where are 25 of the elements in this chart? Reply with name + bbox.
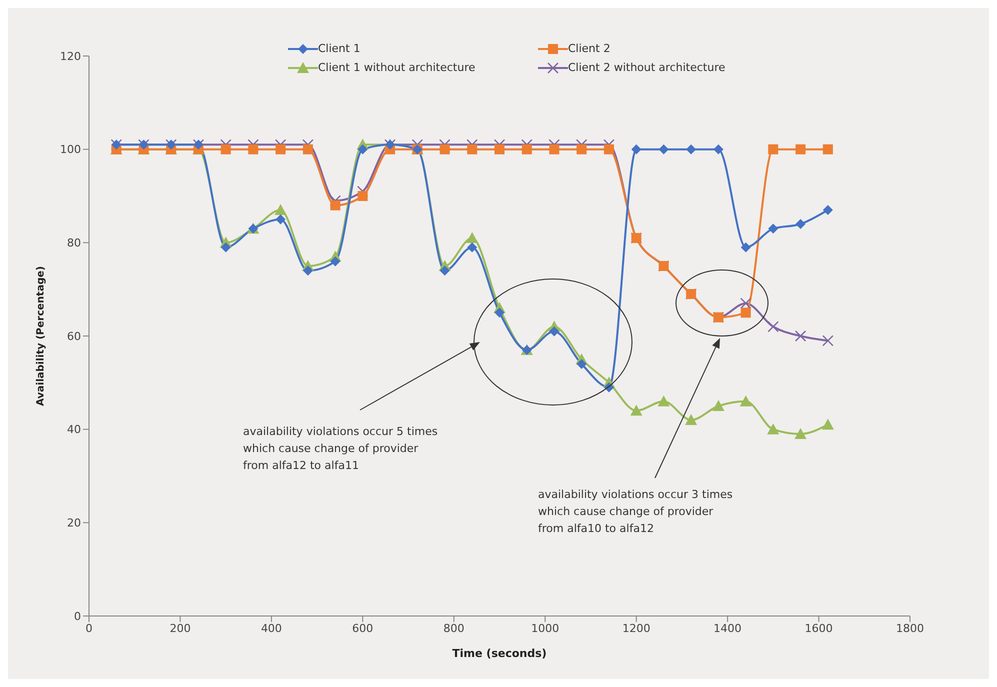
x-tick-label: 1400 xyxy=(714,622,742,635)
y-tick-label: 20 xyxy=(67,516,81,530)
y-tick-label: 60 xyxy=(67,330,81,343)
y-tick-label: 0 xyxy=(74,610,81,623)
x-tick-label: 1600 xyxy=(804,622,833,635)
annotation: availability violations occur 5 times which cause change of provider from alfa12 to alfa11 xyxy=(243,424,438,474)
y-tick-label: 80 xyxy=(67,236,81,250)
y-axis-title: Availability (Percentage) xyxy=(36,266,47,406)
x-tick-label: 0 xyxy=(86,622,92,635)
y-tick-label: 120 xyxy=(60,50,81,63)
x-tick-label: 1800 xyxy=(896,622,924,635)
x-tick-label: 800 xyxy=(443,622,464,635)
annotation: availability violations occur 3 times which cause change of provider from alfa10 to alfa12 xyxy=(538,487,733,537)
x-tick-label: 1000 xyxy=(531,622,560,635)
legend-label: Client 1 xyxy=(318,42,360,55)
legend-label: Client 1 without architecture xyxy=(318,61,476,74)
y-tick-label: 100 xyxy=(60,143,81,156)
x-tick-label: 200 xyxy=(170,622,191,635)
x-tick-label: 400 xyxy=(260,622,282,635)
y-tick-label: 40 xyxy=(67,423,81,436)
x-tick-label: 600 xyxy=(352,622,374,635)
x-tick-label: 1200 xyxy=(622,622,650,635)
legend-label: Client 2 without architecture xyxy=(568,61,726,74)
legend-label: Client 2 xyxy=(568,42,610,55)
x-axis-title: Time (seconds) xyxy=(452,647,547,660)
